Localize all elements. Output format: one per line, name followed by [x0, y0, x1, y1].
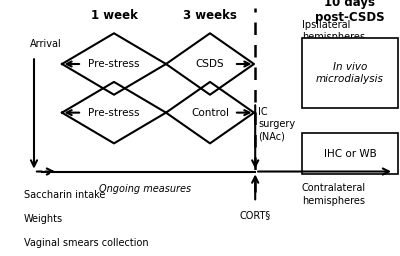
Text: 10 days
post-CSDS: 10 days post-CSDS — [315, 0, 385, 24]
Text: IHC or WB: IHC or WB — [324, 148, 376, 159]
Text: Arrival: Arrival — [30, 38, 62, 49]
Text: Pre-stress: Pre-stress — [88, 59, 140, 69]
Polygon shape — [166, 82, 254, 143]
Polygon shape — [62, 82, 166, 143]
Polygon shape — [62, 33, 166, 95]
Text: Pre-stress: Pre-stress — [88, 108, 140, 118]
Text: 1 week: 1 week — [90, 9, 138, 22]
Text: CORT§: CORT§ — [240, 210, 271, 220]
Text: 3 weeks: 3 weeks — [183, 9, 237, 22]
Text: Ongoing measures: Ongoing measures — [98, 184, 191, 195]
Text: Control: Control — [191, 108, 229, 118]
Text: IC
surgery
(NAc): IC surgery (NAc) — [258, 107, 295, 142]
Text: CSDS: CSDS — [196, 59, 224, 69]
Text: Contralateral
hemispheres: Contralateral hemispheres — [302, 183, 366, 206]
Bar — [302, 133, 398, 174]
Polygon shape — [166, 33, 254, 95]
Text: Vaginal smears collection: Vaginal smears collection — [24, 238, 149, 248]
Bar — [302, 38, 398, 108]
Text: Ipsilateral
hemispheres: Ipsilateral hemispheres — [302, 19, 365, 42]
Text: Saccharin intake: Saccharin intake — [24, 189, 105, 200]
Text: Weights: Weights — [24, 214, 63, 224]
Text: In vivo
microdialysis: In vivo microdialysis — [316, 62, 384, 84]
